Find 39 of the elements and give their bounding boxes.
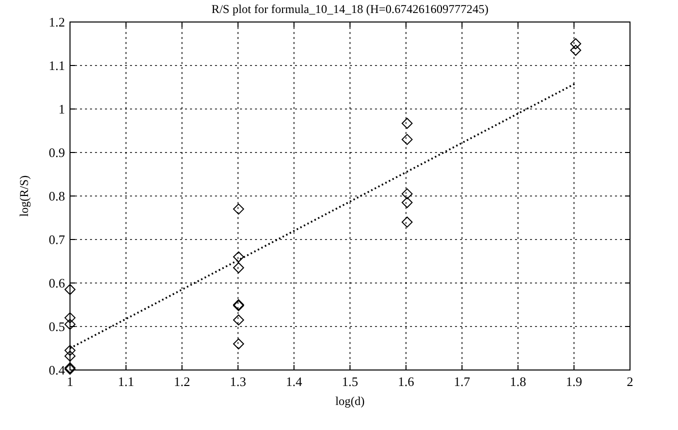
- x-tick-label: 1.8: [510, 374, 526, 389]
- point: [233, 262, 244, 274]
- point: [402, 134, 413, 145]
- point: [64, 312, 76, 324]
- point: [233, 204, 244, 215]
- y-tick-label: 0.4: [48, 362, 66, 378]
- point: [402, 216, 413, 228]
- y-tick-label: 0.5: [48, 319, 65, 334]
- point: [64, 350, 76, 362]
- x-tick-label: 2: [626, 374, 634, 389]
- x-tick-label: 1.4: [286, 374, 303, 389]
- x-tick-label: 1.6: [398, 374, 415, 389]
- point: [570, 44, 582, 56]
- y-tick-label: 0.8: [48, 188, 65, 204]
- point: [64, 318, 76, 330]
- point: [402, 118, 413, 129]
- point: [64, 284, 76, 296]
- x-axis-title: log(d): [335, 394, 365, 408]
- point: [570, 38, 582, 50]
- point: [402, 188, 413, 200]
- y-tick-label: 0.7: [48, 232, 66, 248]
- x-tick-label: 1.2: [174, 374, 190, 389]
- y-tick-label: 1: [58, 102, 65, 117]
- y-tick-label: 1.1: [48, 58, 65, 74]
- x-tick-label: 1.9: [566, 374, 582, 389]
- y-tick-label: 0.9: [48, 145, 65, 160]
- x-tick-label: 1.5: [342, 374, 358, 389]
- point: [233, 251, 244, 262]
- chart-title: R/S plot for formula_10_14_18 (H=0.674261609777245): [211, 2, 489, 16]
- y-axis-title: log(R/S): [17, 175, 31, 217]
- y-tick-label: 0.6: [48, 276, 66, 291]
- x-tick-label: 1.1: [118, 374, 134, 389]
- x-tick-label: 1.7: [454, 374, 471, 389]
- x-tick-label: 1.3: [230, 374, 246, 389]
- y-tick-label: 1.2: [48, 14, 65, 30]
- point: [233, 338, 244, 350]
- point: [64, 344, 76, 356]
- point: [233, 314, 244, 326]
- point: [402, 197, 413, 208]
